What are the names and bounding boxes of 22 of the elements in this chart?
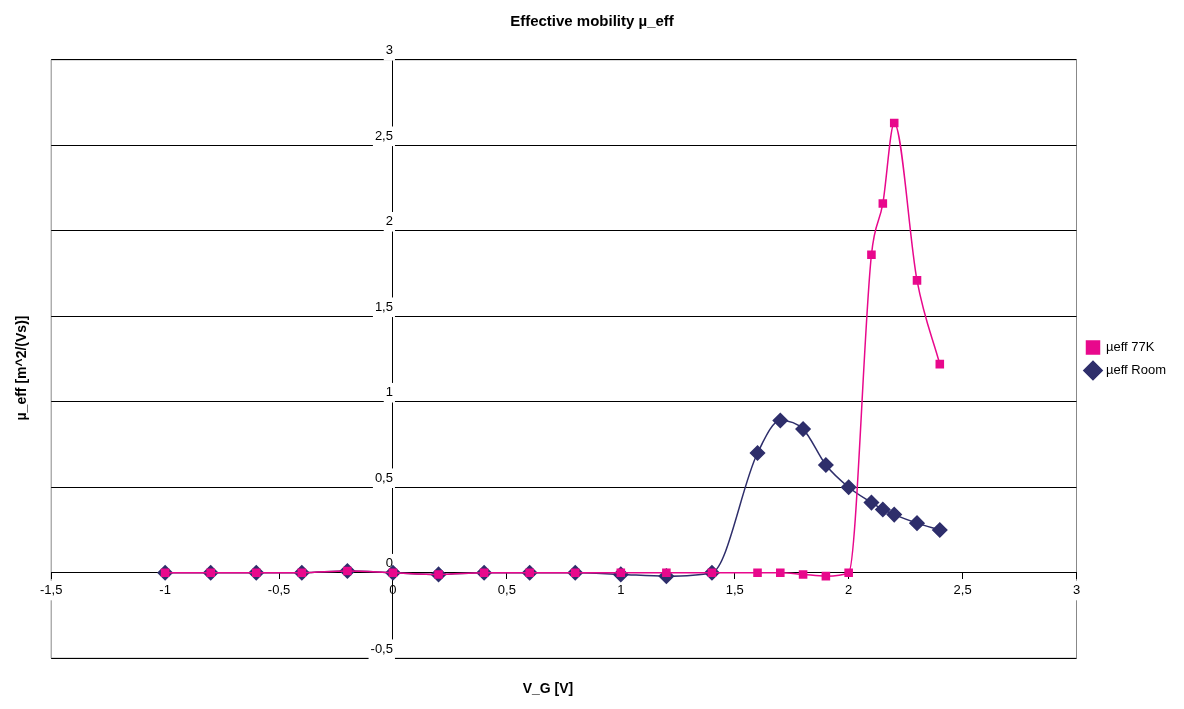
x-tick-label: -0,5 — [267, 582, 291, 598]
x-axis-title: V_G [V] — [521, 680, 575, 696]
y-axis-title: µ_eff [m^2/(Vs)] — [12, 315, 29, 421]
x-tick-label: 1,5 — [725, 582, 744, 598]
x-tick-label: 2 — [845, 582, 853, 598]
x-tick-label: -1 — [159, 582, 171, 598]
y-tick-label: 1 — [385, 384, 393, 400]
legend-label: µeff 77K — [1106, 339, 1155, 355]
y-tick-label: -0,5 — [370, 640, 393, 656]
y-tick-label: 1,5 — [374, 298, 393, 314]
x-tick-label: 2,5 — [953, 582, 972, 598]
x-tick-label: 1 — [617, 582, 625, 598]
y-tick-label: 2,5 — [374, 127, 393, 143]
chart-title: Effective mobility µ_eff — [509, 12, 675, 29]
x-tick-label: 3 — [1072, 582, 1081, 598]
legend-label: µeff Room — [1106, 362, 1166, 378]
y-tick-label: 2 — [385, 213, 393, 229]
x-tick-label: -1,5 — [40, 582, 63, 598]
y-tick-label: 0,5 — [374, 469, 393, 485]
y-tick-label: 3 — [385, 42, 393, 58]
y-tick-label: 0 — [385, 555, 393, 571]
x-tick-label: 0,5 — [497, 582, 516, 598]
